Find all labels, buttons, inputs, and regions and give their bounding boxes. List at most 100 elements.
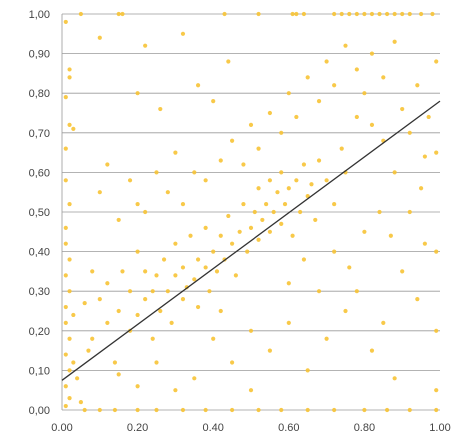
data-point xyxy=(173,150,178,155)
data-point xyxy=(143,43,148,48)
data-point xyxy=(384,11,390,17)
data-point xyxy=(173,273,178,278)
data-point xyxy=(207,289,212,294)
data-point xyxy=(135,312,140,318)
data-point xyxy=(332,201,337,207)
x-tick-label: 0.40 xyxy=(202,422,223,433)
data-point xyxy=(392,39,397,44)
data-point xyxy=(158,106,163,112)
data-point xyxy=(169,320,174,325)
data-point xyxy=(203,265,208,270)
data-point xyxy=(354,11,359,17)
data-point xyxy=(67,257,72,262)
data-point xyxy=(415,83,420,88)
trend-line xyxy=(61,100,441,381)
data-point xyxy=(248,388,254,393)
data-point xyxy=(154,407,159,413)
data-point xyxy=(332,11,337,17)
data-point xyxy=(154,170,159,175)
data-point xyxy=(97,35,102,40)
data-point xyxy=(294,114,299,120)
data-point xyxy=(63,178,68,183)
data-point xyxy=(218,158,223,163)
data-point xyxy=(63,403,68,409)
data-point xyxy=(369,122,375,127)
data-point xyxy=(97,297,102,302)
data-point xyxy=(377,209,382,215)
data-point xyxy=(143,269,148,274)
data-point xyxy=(305,368,310,373)
y-tick-label: 0,10 xyxy=(29,365,50,377)
data-point xyxy=(407,130,412,135)
data-point xyxy=(226,213,231,219)
data-point xyxy=(105,281,110,286)
data-point xyxy=(173,241,178,246)
data-point xyxy=(407,11,412,17)
data-point xyxy=(161,257,167,262)
data-point xyxy=(430,11,435,17)
y-tick-label: 0,50 xyxy=(29,207,50,219)
data-point xyxy=(267,348,272,353)
data-point xyxy=(203,225,208,230)
data-point xyxy=(120,269,125,274)
data-point xyxy=(267,178,272,183)
data-point xyxy=(192,170,197,175)
data-point xyxy=(105,320,110,325)
data-point xyxy=(127,178,133,183)
data-point xyxy=(86,348,91,353)
data-point xyxy=(362,11,367,17)
y-tick-label: 0,20 xyxy=(29,326,50,338)
data-point xyxy=(71,312,76,318)
data-point xyxy=(256,407,261,413)
data-point xyxy=(388,233,393,238)
data-point xyxy=(127,289,133,294)
data-point xyxy=(343,308,348,314)
data-point xyxy=(301,11,307,17)
data-point xyxy=(267,229,272,234)
data-point xyxy=(63,352,68,357)
y-tick-label: 0,60 xyxy=(29,167,50,179)
data-point xyxy=(256,11,261,17)
x-axis: 0.00 0.20 0.40 0.60 0.80 1.00 xyxy=(51,422,450,433)
data-point xyxy=(347,11,352,17)
data-point xyxy=(78,11,83,17)
data-point xyxy=(305,75,310,80)
data-point xyxy=(286,281,291,286)
data-point xyxy=(407,209,412,215)
data-point xyxy=(362,91,367,96)
data-point xyxy=(422,241,427,246)
data-point xyxy=(419,186,424,191)
data-point xyxy=(392,170,397,175)
data-point xyxy=(67,201,72,207)
data-point xyxy=(112,407,118,413)
data-point xyxy=(434,328,439,333)
data-point xyxy=(211,99,216,104)
data-point xyxy=(256,186,261,191)
data-point xyxy=(203,407,208,413)
data-point xyxy=(211,336,216,341)
data-point xyxy=(324,336,329,341)
data-point xyxy=(354,114,359,120)
data-point xyxy=(150,289,155,294)
data-point xyxy=(434,59,439,64)
data-point xyxy=(267,110,272,116)
data-point xyxy=(286,186,291,191)
data-point xyxy=(248,225,254,230)
data-point xyxy=(324,178,329,183)
data-point xyxy=(188,233,193,238)
data-point xyxy=(332,249,337,254)
data-point xyxy=(434,150,439,155)
data-point xyxy=(256,237,261,242)
data-point xyxy=(316,158,322,163)
data-point xyxy=(332,407,337,413)
data-point xyxy=(67,75,72,80)
data-point xyxy=(362,229,367,234)
data-point xyxy=(116,372,121,377)
data-point xyxy=(67,396,72,401)
data-point xyxy=(316,289,322,294)
data-point xyxy=(384,407,390,413)
data-point xyxy=(332,83,337,88)
data-point xyxy=(316,99,322,104)
data-point xyxy=(195,83,201,88)
data-point xyxy=(218,233,223,238)
